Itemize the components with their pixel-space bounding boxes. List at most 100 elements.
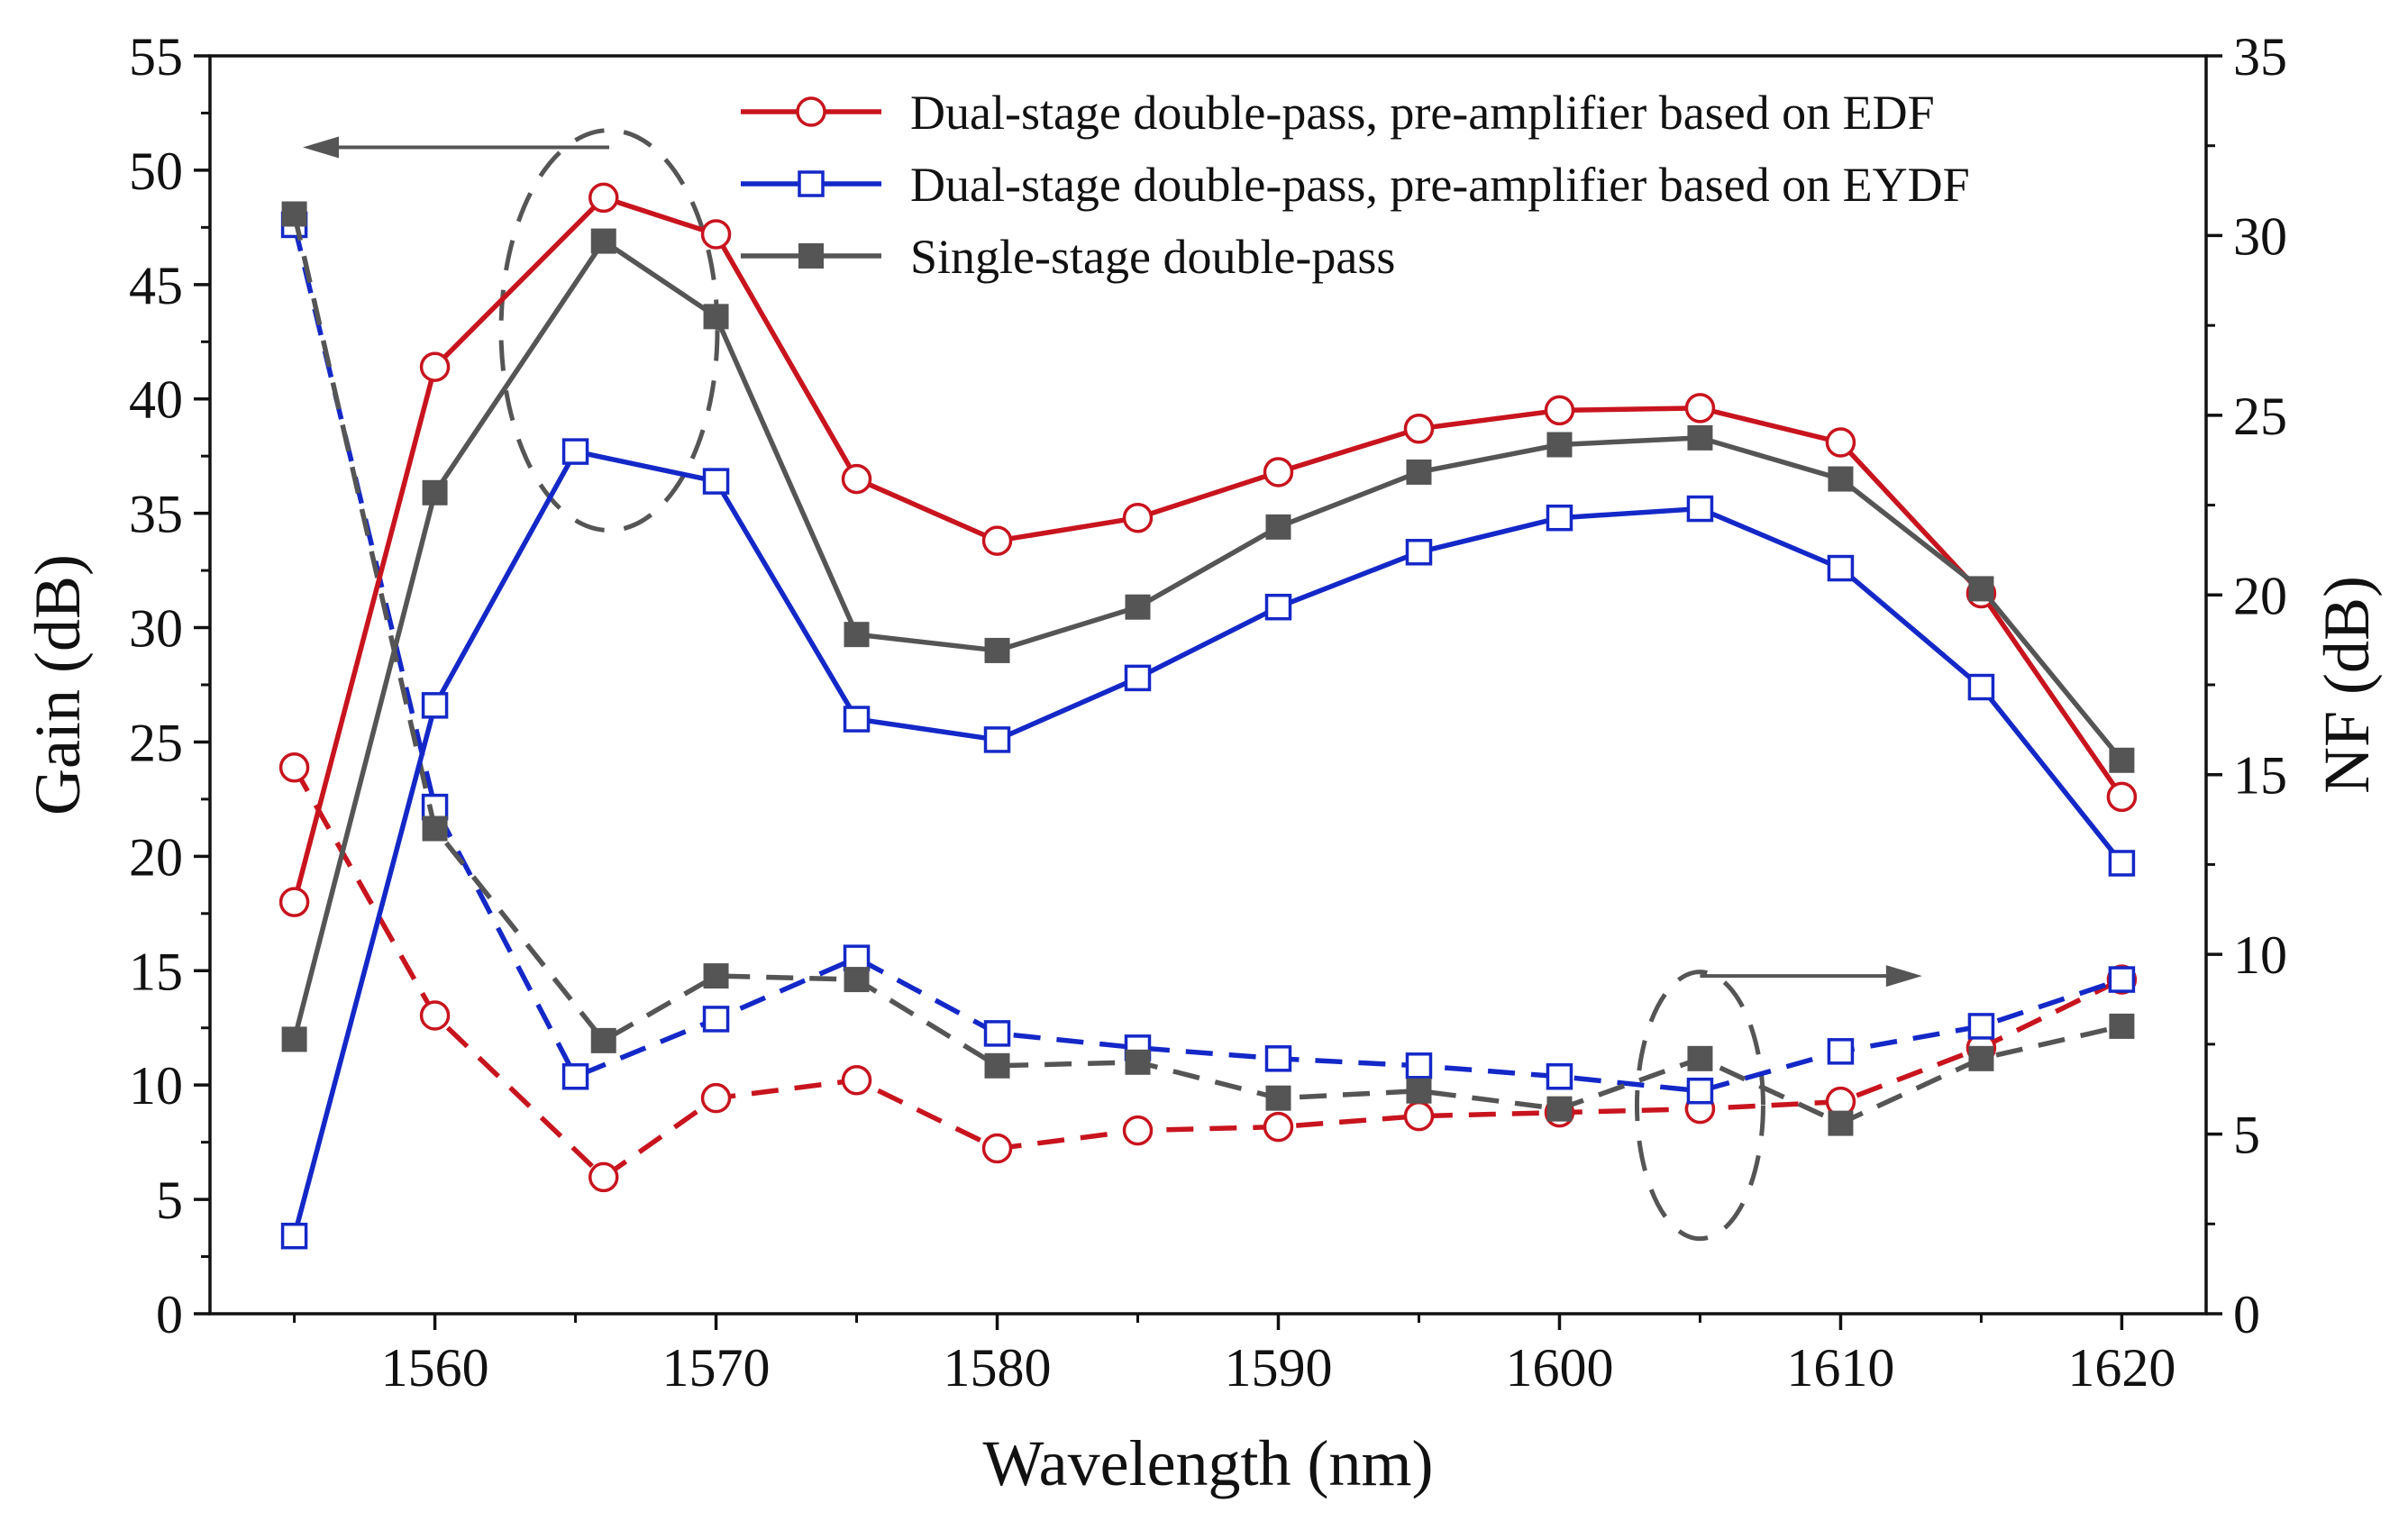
right-axis-ellipse — [1634, 970, 1765, 1242]
gain-point — [1546, 504, 1573, 532]
gain-series-1 — [280, 438, 2136, 1250]
gain-point — [278, 887, 310, 917]
nf-point — [1405, 1052, 1433, 1079]
nf-series-2 — [281, 201, 2135, 1136]
nf-line — [292, 766, 2123, 1180]
y-right-tick-label: 10 — [2233, 925, 2287, 985]
nf-point — [1403, 1100, 1435, 1132]
nf-point — [1827, 1038, 1855, 1065]
y-right-tick-label: 15 — [2233, 746, 2287, 806]
gain-point — [2108, 850, 2136, 877]
y-right-tick-label: 30 — [2233, 206, 2287, 266]
y-right-tick-label: 0 — [2233, 1285, 2260, 1344]
nf-point — [983, 1020, 1011, 1047]
annotations — [303, 128, 1922, 1242]
legend-label: Dual-stage double-pass, pre-amplifier ba… — [910, 86, 1935, 140]
gain-point — [2106, 781, 2138, 813]
gain-point — [588, 182, 619, 214]
x-tick-label: 1570 — [662, 1338, 771, 1398]
y-left-tick-label: 45 — [129, 256, 183, 315]
gain-line — [291, 449, 2124, 1237]
nf-point — [981, 1133, 1013, 1164]
nf-point — [422, 815, 448, 842]
x-tick-label: 1560 — [381, 1338, 489, 1398]
gain-point — [1544, 395, 1575, 426]
gain-point — [702, 468, 730, 495]
nf-point — [1546, 1096, 1573, 1122]
y-right-tick-label: 25 — [2233, 387, 2287, 446]
gain-point — [844, 622, 870, 648]
axes: 1560 1570 1580 1590 1600 1610 1620 0 5 10 15 20 25 30… — [22, 27, 2383, 1499]
gain-point — [1124, 664, 1152, 692]
legend: Dual-stage double-pass, pre-amplifier ba… — [741, 86, 1970, 284]
gain-point — [1687, 424, 1713, 451]
nf-point — [2109, 1013, 2135, 1039]
nf-point — [281, 201, 307, 227]
nf-point — [1968, 1045, 1994, 1071]
gain-point — [1828, 466, 1854, 492]
nf-point — [1265, 1085, 1291, 1111]
gain-point — [1265, 514, 1291, 540]
y-left-tick-label: 40 — [129, 370, 183, 430]
gain-point — [1403, 413, 1435, 444]
legend-label: Dual-stage double-pass, pre-amplifier ba… — [910, 158, 1970, 212]
gain-point — [1686, 495, 1714, 523]
nf-point — [1687, 1045, 1713, 1071]
gain-point — [1546, 432, 1573, 458]
nf-point — [844, 967, 870, 993]
gain-point — [422, 479, 448, 505]
series-layer — [278, 182, 2138, 1250]
y-left-tick-label: 25 — [129, 713, 183, 772]
gain-point — [1968, 576, 1994, 602]
gain-point — [843, 706, 871, 733]
nf-point — [1686, 1077, 1714, 1105]
y-left-tick-label: 50 — [129, 141, 183, 201]
y-left-tick-label: 30 — [129, 599, 183, 659]
gain-point — [419, 351, 451, 382]
nf-point — [421, 793, 449, 821]
nf-point — [700, 1082, 732, 1114]
gain-point — [1967, 673, 1995, 701]
legend-item-2: Single-stage double-pass — [741, 230, 1395, 284]
gain-point — [421, 692, 449, 719]
nf-point — [1828, 1110, 1854, 1136]
y-right-tick-label: 35 — [2233, 27, 2287, 87]
gain-point — [983, 726, 1011, 753]
nf-point — [588, 1161, 619, 1193]
nf-line — [291, 223, 2123, 1094]
nf-point — [843, 944, 871, 971]
legend-label: Single-stage double-pass — [910, 230, 1395, 284]
legend-swatch-marker — [798, 170, 825, 197]
right-arrow-head — [1885, 965, 1922, 988]
y-right-axis-title: NF (dB) — [2311, 576, 2383, 794]
y-left-tick-label: 55 — [129, 27, 183, 87]
legend-swatch-marker — [798, 243, 824, 269]
nf-point — [590, 1027, 616, 1053]
x-tick-label: 1620 — [2067, 1338, 2175, 1398]
gain-point — [1405, 539, 1433, 566]
gain-point — [700, 219, 732, 250]
nf-point — [419, 1000, 451, 1031]
gain-point — [1263, 457, 1294, 487]
left-axis-ellipse — [498, 128, 720, 533]
gain-series-0 — [278, 182, 2138, 917]
nf-point — [1546, 1063, 1573, 1090]
gain-point — [981, 525, 1013, 556]
gain-point — [1827, 554, 1855, 582]
gain-point — [1406, 459, 1432, 485]
gain-point — [1684, 393, 1716, 424]
nf-point — [841, 1064, 872, 1096]
gain-point — [280, 1222, 308, 1250]
x-tick-label: 1590 — [1224, 1338, 1332, 1398]
nf-point — [1264, 1045, 1292, 1072]
gain-point — [703, 304, 729, 330]
nf-point — [1122, 1115, 1154, 1146]
y-right-tick-label: 20 — [2233, 566, 2287, 625]
gain-point — [1825, 427, 1856, 458]
y-left-tick-label: 20 — [129, 827, 183, 887]
legend-swatch-marker — [796, 96, 826, 127]
gain-point — [561, 438, 589, 465]
y-left-tick-label: 5 — [156, 1170, 183, 1230]
gain-point — [2109, 747, 2135, 773]
